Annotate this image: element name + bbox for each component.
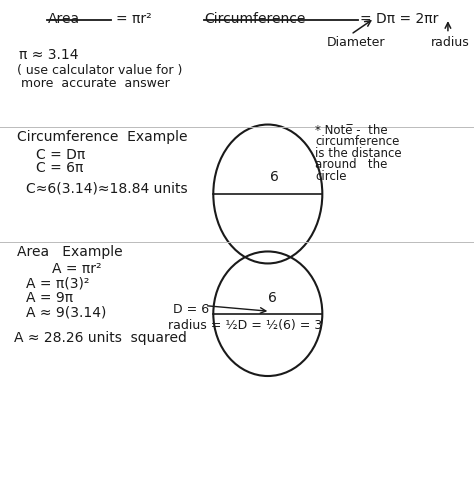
Text: = πr²: = πr² bbox=[116, 12, 152, 26]
Text: * Note̅ -  the: * Note̅ - the bbox=[315, 124, 388, 137]
Text: D = 6: D = 6 bbox=[173, 303, 209, 316]
Text: ( use calculator value for ): ( use calculator value for ) bbox=[17, 64, 182, 77]
Text: circle: circle bbox=[315, 170, 346, 182]
Text: radius: radius bbox=[430, 36, 469, 49]
Text: more  accurate  answer: more accurate answer bbox=[21, 77, 170, 90]
Text: A = π(3)²: A = π(3)² bbox=[26, 276, 90, 290]
Text: is the distance: is the distance bbox=[315, 147, 402, 160]
Text: Area: Area bbox=[47, 12, 80, 26]
Text: A = 9π: A = 9π bbox=[26, 291, 73, 305]
Text: A ≈ 28.26 units  squared: A ≈ 28.26 units squared bbox=[14, 331, 187, 344]
Text: C = Dπ: C = Dπ bbox=[36, 148, 85, 161]
Text: = Dπ = 2πr: = Dπ = 2πr bbox=[360, 12, 438, 26]
Text: circumference: circumference bbox=[315, 135, 400, 148]
Text: Area   Example: Area Example bbox=[17, 245, 122, 259]
Text: radius = ½D = ½(6) = 3: radius = ½D = ½(6) = 3 bbox=[168, 319, 322, 332]
Text: C = 6π: C = 6π bbox=[36, 161, 83, 175]
Text: 6: 6 bbox=[268, 291, 277, 305]
Text: π ≈ 3.14: π ≈ 3.14 bbox=[19, 48, 79, 62]
Text: A = πr²: A = πr² bbox=[52, 262, 101, 276]
Text: 6: 6 bbox=[271, 171, 279, 184]
Text: Circumference  Example: Circumference Example bbox=[17, 130, 187, 144]
Text: C≈6(3.14)≈18.84 units: C≈6(3.14)≈18.84 units bbox=[26, 181, 188, 195]
Text: Diameter: Diameter bbox=[327, 36, 385, 49]
Text: around   the: around the bbox=[315, 158, 388, 171]
Text: Circumference: Circumference bbox=[204, 12, 305, 26]
Text: A ≈ 9(3.14): A ≈ 9(3.14) bbox=[26, 305, 107, 319]
